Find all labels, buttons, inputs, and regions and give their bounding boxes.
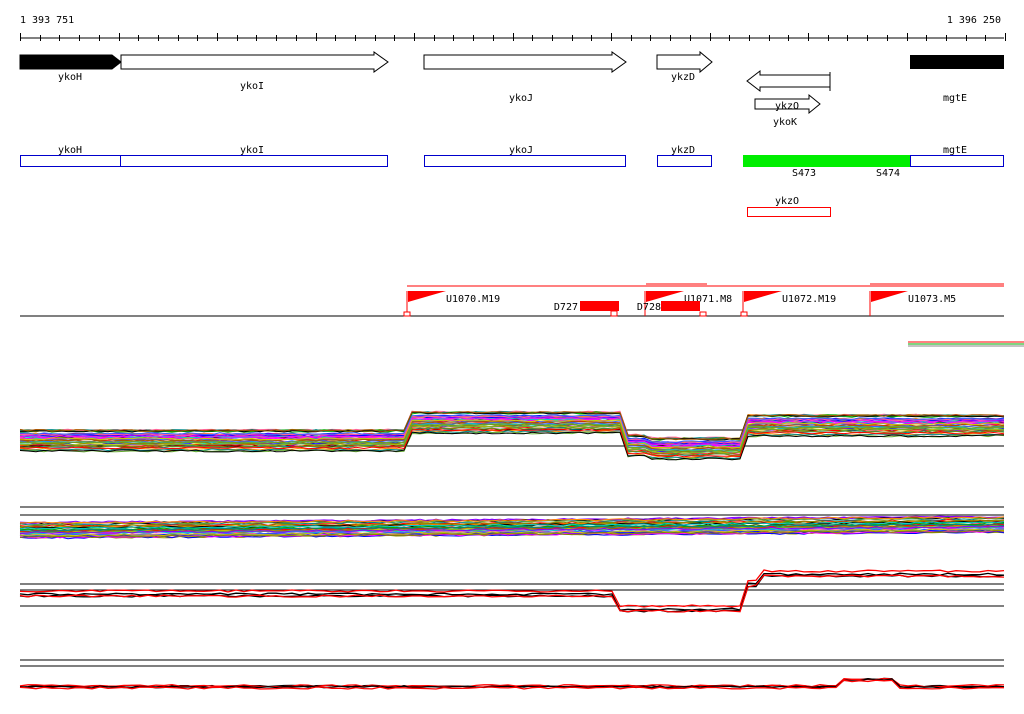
region-bar-green[interactable] — [743, 155, 910, 167]
svg-text:ykzO: ykzO — [775, 196, 799, 207]
svg-text:U1072.M19: U1072.M19 — [782, 294, 836, 305]
expression-profile-panel-2 — [19, 506, 1005, 540]
region-label-S473: S473 — [792, 168, 816, 179]
transcript-U1071[interactable]: U1071.M8 — [644, 291, 732, 317]
gene-ykoI[interactable]: ykoI — [120, 51, 389, 92]
transcript-U1073[interactable]: U1073.M5 — [869, 291, 956, 316]
annotation-mgtE[interactable]: mgtE — [910, 145, 1004, 167]
svg-text:mgtE: mgtE — [943, 145, 967, 156]
annotation-ykoH[interactable]: ykoH — [20, 145, 121, 167]
annotation-ykoJ[interactable]: ykoJ — [424, 145, 626, 167]
transcript-U1072[interactable]: U1072.M19 — [740, 291, 836, 317]
small-rna-ykzO[interactable]: ykzO — [747, 196, 831, 217]
svg-text:ykzD: ykzD — [671, 145, 695, 156]
expression-profile-panel-1 — [19, 410, 1005, 461]
svg-text:ykzD: ykzD — [671, 72, 695, 83]
coord-end: 1 396 250 — [947, 15, 1001, 26]
annotation-ykzD[interactable]: ykzD — [657, 145, 712, 167]
svg-text:ykoI: ykoI — [240, 81, 264, 92]
down-region-D728[interactable]: D728 — [637, 301, 700, 313]
down-region-D727[interactable]: D727 — [554, 301, 619, 317]
annotation-ykoI[interactable]: ykoI — [120, 145, 388, 167]
gene-ykoJ[interactable]: ykoJ — [423, 51, 627, 104]
svg-text:ykoH: ykoH — [58, 145, 82, 156]
gene-ykzD[interactable]: ykzD — [656, 50, 713, 83]
transcript-track: U1070.M19 U1071.M8 U1072.M19 U1073.M5 D7… — [20, 283, 1004, 317]
svg-text:U1073.M5: U1073.M5 — [908, 294, 956, 305]
svg-text:U1071.M8: U1071.M8 — [684, 294, 732, 305]
gene-ykoH[interactable]: ykoH — [19, 54, 122, 83]
svg-text:ykzO: ykzO — [775, 101, 799, 112]
gene-ykzO[interactable]: ykzO — [754, 93, 821, 115]
region-label-S474: S474 — [876, 168, 900, 179]
svg-text:ykoH: ykoH — [58, 72, 82, 83]
gene-ykoK[interactable]: ykoK — [746, 69, 831, 128]
expression-profile-panel-4 — [19, 659, 1005, 690]
legend-lines — [908, 341, 1024, 347]
svg-text:ykoJ: ykoJ — [509, 145, 533, 156]
svg-text:ykoK: ykoK — [773, 117, 797, 128]
coord-start: 1 393 751 — [20, 15, 74, 26]
svg-text:U1070.M19: U1070.M19 — [446, 294, 500, 305]
svg-text:D728: D728 — [637, 302, 661, 313]
svg-text:D727: D727 — [554, 302, 578, 313]
svg-text:ykoJ: ykoJ — [509, 93, 533, 104]
gene-track: ykoH ykoI ykoJ ykzD ykoK ykzO mgtE — [19, 50, 1004, 128]
coordinate-ruler — [20, 33, 1006, 41]
gene-mgtE[interactable]: mgtE — [910, 55, 1004, 104]
svg-text:mgtE: mgtE — [943, 93, 967, 104]
expression-profile-panel-3 — [19, 569, 1005, 613]
annotation-track: ykoH ykoI ykoJ ykzD mgtE S473 S474 — [20, 145, 1004, 179]
svg-text:ykoI: ykoI — [240, 145, 264, 156]
transcript-U1070[interactable]: U1070.M19 — [403, 291, 500, 317]
